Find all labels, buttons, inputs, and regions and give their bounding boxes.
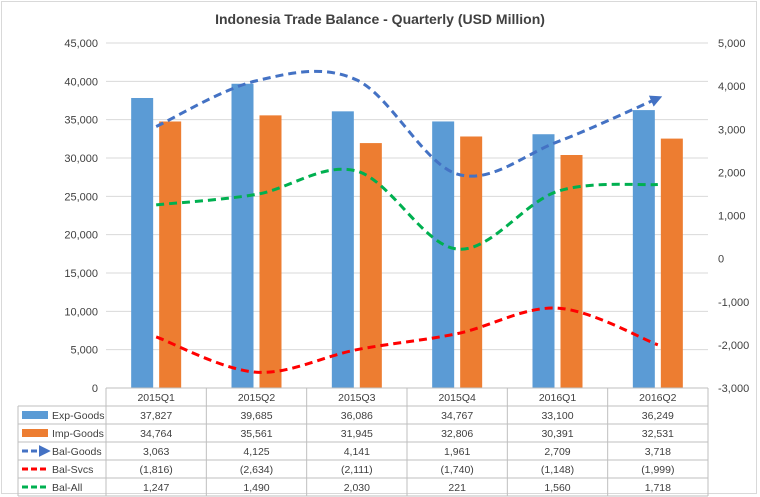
data-label: 35,561 [240, 428, 272, 440]
legend-label: Bal-All [52, 482, 82, 494]
bar-imp-goods [359, 143, 382, 388]
data-label: 31,945 [341, 428, 373, 440]
right-axis-ticks: -3,000 -2,000 -1,000 0 1,000 2,000 3,000 4,000 5… [718, 38, 749, 395]
bar-imp-goods [259, 115, 282, 389]
y-right-tick-label: -1,000 [718, 297, 749, 309]
y-left-tick-label: 5,000 [70, 345, 98, 357]
data-label: 2,709 [544, 446, 570, 458]
chart-title: Indonesia Trade Balance - Quarterly (USD… [215, 11, 545, 27]
bar-exp-goods [331, 111, 354, 388]
y-left-tick-label: 35,000 [64, 115, 98, 127]
data-label: 3,063 [143, 446, 169, 458]
category-label: 2016Q1 [539, 392, 577, 404]
data-label: 2,030 [344, 482, 370, 494]
data-label: (1,816) [140, 464, 173, 476]
line-bal-goods [155, 69, 663, 178]
y-right-tick-label: 0 [718, 254, 724, 266]
bar-imp-goods [159, 121, 182, 388]
bar-exp-goods [632, 110, 655, 388]
data-label: (2,111) [341, 464, 373, 476]
data-label: 1,247 [143, 482, 169, 494]
y-right-tick-label: 4,000 [718, 81, 746, 93]
bar-series [131, 83, 683, 389]
data-label: 34,767 [441, 410, 473, 422]
bar-exp-goods [432, 121, 455, 388]
data-label: 36,086 [341, 410, 373, 422]
bar-exp-goods [532, 134, 555, 388]
data-label: (2,634) [240, 464, 273, 476]
data-label: 33,100 [541, 410, 573, 422]
bar-imp-goods [660, 138, 683, 388]
category-label: 2015Q4 [438, 392, 476, 404]
y-right-tick-label: 5,000 [718, 38, 746, 50]
legend-label: Imp-Goods [52, 428, 104, 440]
data-label: 1,560 [544, 482, 570, 494]
data-label: (1,740) [441, 464, 474, 476]
left-axis-ticks: 0 5,000 10,000 15,000 20,000 25,000 30,000 35,0… [64, 38, 98, 395]
bar-exp-goods [131, 97, 154, 389]
y-right-tick-label: 3,000 [718, 124, 746, 136]
bar-imp-goods [460, 136, 483, 388]
line-series [155, 69, 663, 374]
data-label: 32,806 [441, 428, 473, 440]
y-left-tick-label: 0 [92, 383, 98, 395]
category-label: 2016Q2 [639, 392, 677, 404]
y-left-tick-label: 10,000 [64, 306, 98, 318]
category-label: 2015Q3 [338, 392, 376, 404]
y-left-tick-label: 20,000 [64, 230, 98, 242]
y-left-tick-label: 45,000 [64, 38, 98, 50]
y-left-tick-label: 25,000 [64, 191, 98, 203]
data-label: 36,249 [642, 410, 674, 422]
bar-exp-goods [231, 83, 254, 388]
line-bal-all [156, 167, 658, 251]
y-right-tick-label: -2,000 [718, 340, 749, 352]
legend-label: Exp-Goods [52, 410, 105, 422]
legend-swatch-imp-goods [22, 429, 48, 437]
data-label: 34,764 [140, 428, 172, 440]
data-label: 4,125 [243, 446, 269, 458]
y-left-tick-label: 15,000 [64, 268, 98, 280]
data-label: 1,961 [444, 446, 470, 458]
data-label: 221 [448, 482, 466, 494]
data-label: 4,141 [344, 446, 370, 458]
data-label: (1,999) [641, 464, 674, 476]
legend-swatch-exp-goods [22, 411, 48, 419]
data-label: 32,531 [642, 428, 674, 440]
y-left-tick-label: 40,000 [64, 76, 98, 88]
y-right-tick-label: -3,000 [718, 383, 749, 395]
legend-label: Bal-Goods [52, 446, 102, 458]
data-label: 1,718 [645, 482, 671, 494]
data-label: 39,685 [240, 410, 272, 422]
category-label: 2015Q2 [238, 392, 276, 404]
category-label: 2015Q1 [137, 392, 175, 404]
y-right-tick-label: 1,000 [718, 211, 746, 223]
data-table: 2015Q1 2015Q2 2015Q3 2015Q4 2016Q1 2016Q2 Exp-… [17, 387, 709, 497]
data-label: 3,718 [645, 446, 671, 458]
data-label: (1,148) [541, 464, 574, 476]
y-right-tick-label: 2,000 [718, 167, 746, 179]
data-label: 30,391 [541, 428, 573, 440]
data-label: 1,490 [243, 482, 269, 494]
line-bal-svcs [155, 306, 659, 374]
legend-label: Bal-Svcs [52, 464, 93, 476]
bar-imp-goods [560, 155, 583, 388]
y-left-tick-label: 30,000 [64, 153, 98, 165]
data-label: 37,827 [140, 410, 172, 422]
gridlines [106, 42, 708, 389]
